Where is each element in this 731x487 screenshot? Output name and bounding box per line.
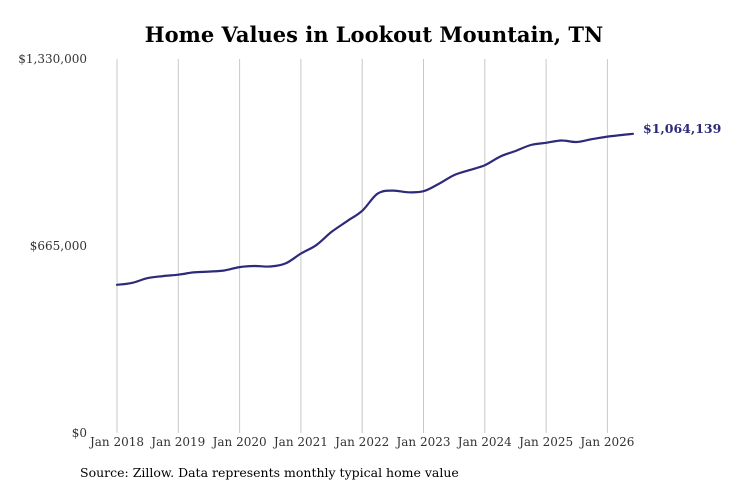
y-tick-label: $1,330,000 xyxy=(18,52,87,66)
x-tick-label: Jan 2023 xyxy=(394,435,450,449)
end-value-label: $1,064,139 xyxy=(643,121,721,136)
source-note: Source: Zillow. Data represents monthly … xyxy=(80,465,459,480)
x-axis: Jan 2018 Jan 2019 Jan 2020 Jan 2021 Jan 2022… xyxy=(88,435,634,449)
x-tick-label: Jan 2019 xyxy=(149,435,205,449)
x-tick-label: Jan 2024 xyxy=(456,435,512,449)
x-tick-label: Jan 2022 xyxy=(333,435,389,449)
gridlines xyxy=(116,59,608,433)
x-tick-label: Jan 2026 xyxy=(578,435,634,449)
y-tick-label: $0 xyxy=(72,426,87,440)
x-tick-label: Jan 2021 xyxy=(272,435,328,449)
x-tick-label: Jan 2020 xyxy=(211,435,267,449)
y-tick-label: $665,000 xyxy=(30,239,87,253)
x-tick-label: Jan 2025 xyxy=(517,435,573,449)
chart-title: Home Values in Lookout Mountain, TN xyxy=(145,22,603,47)
y-axis: $0 $665,000 $1,330,000 xyxy=(18,52,87,440)
x-tick-label: Jan 2018 xyxy=(88,435,144,449)
series-line-home-value xyxy=(115,132,634,286)
